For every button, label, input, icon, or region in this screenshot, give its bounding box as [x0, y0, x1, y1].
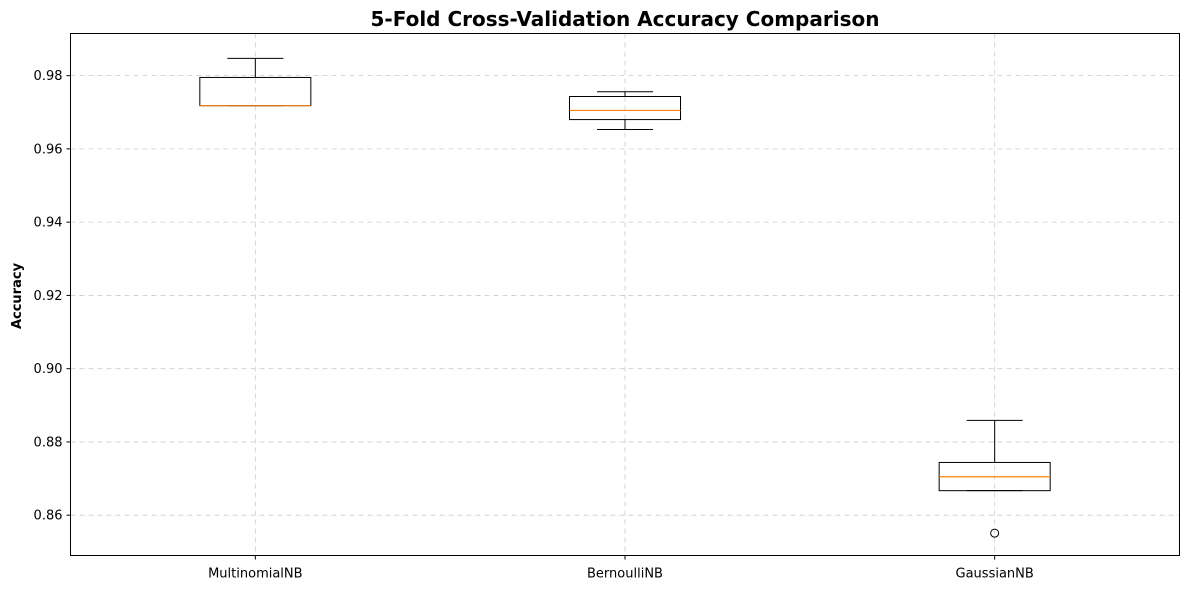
y-tick-label: 0.92 [34, 289, 63, 304]
x-tick-label: GaussianNB [956, 567, 1034, 582]
box-plot-gaussiannb [938, 419, 1051, 538]
outlier-point [990, 528, 1000, 538]
y-tick-label: 0.88 [34, 435, 63, 450]
y-tick-label: 0.90 [34, 362, 63, 377]
x-tick-label: BernoulliNB [587, 567, 663, 582]
y-tick-label: 0.86 [34, 509, 63, 524]
iqr-box [569, 96, 681, 121]
axis-ticks: 0.86 0.88 0.90 0.92 0.94 0.96 0.98 MultinomialN… [34, 69, 1034, 581]
y-tick-label: 0.96 [34, 142, 63, 157]
y-tick-label: 0.98 [34, 69, 63, 84]
box-plot-multinomialnb [199, 57, 312, 107]
y-axis-label: Accuracy [10, 262, 25, 329]
box-plot-bernoullinb [569, 91, 681, 130]
chart-title: 5-Fold Cross-Validation Accuracy Compari… [371, 7, 880, 31]
x-tick-label: MultinomialNB [208, 567, 302, 582]
y-tick-label: 0.94 [34, 216, 63, 231]
box-plots [199, 57, 1051, 538]
